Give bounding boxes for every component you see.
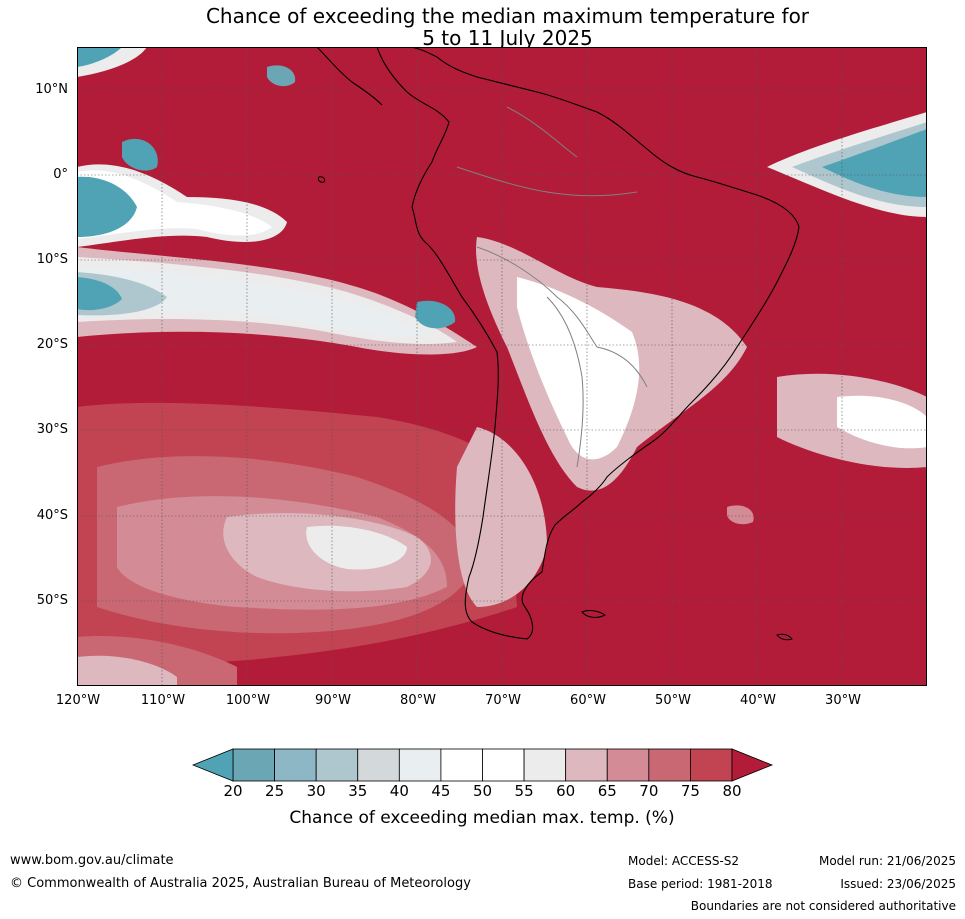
south-america-coastline (376, 47, 800, 640)
footer-model: Model: ACCESS-S2 (628, 854, 740, 868)
lat-label-30s: 30°S (36, 422, 68, 437)
lon-label-30w: 30°W (825, 693, 861, 708)
colorbar-tick-55: 55 (514, 782, 534, 800)
central-south-america-45-zone (517, 277, 640, 460)
colorbar-tick-25: 25 (265, 782, 285, 800)
lat-label-10n: 10°N (35, 82, 68, 97)
colorbar-tick-60: 60 (556, 782, 576, 800)
colorbar-tick-40: 40 (389, 782, 409, 800)
lat-label-50s: 50°S (36, 593, 68, 608)
nw-pacific-20-zone (77, 176, 137, 237)
chart-title-line-2: 5 to 11 July 2025 (422, 26, 593, 50)
footer-copyright: © Commonwealth of Australia 2025, Austra… (10, 876, 471, 891)
lat-label-40s: 40°S (36, 508, 68, 523)
forecast-map (77, 47, 927, 686)
nw-corner-20-zone (77, 47, 122, 67)
lon-label-110w: 110°W (140, 693, 186, 708)
colorbar-tick-50: 50 (472, 782, 493, 800)
lon-label-80w: 80°W (400, 693, 436, 708)
gridlines (77, 47, 927, 686)
south-pacific-55-zone (306, 525, 407, 570)
colorbar-swatch-70-75 (648, 748, 691, 782)
lat-label-10s: 10°S (36, 252, 68, 267)
colorbar-swatch-65-70 (606, 748, 650, 782)
lon-label-120w: 120°W (55, 693, 101, 708)
north-cool-blob (267, 65, 296, 87)
footer-base-period: Base period: 1981-2018 (628, 877, 773, 891)
falkland-islands (581, 610, 606, 618)
colorbar-swatch-30-35 (315, 748, 359, 782)
argentina-60-zone (455, 427, 547, 607)
colorbar-tick-30: 30 (306, 782, 326, 800)
chart-title-line-1: Chance of exceeding the median maximum t… (205, 4, 810, 28)
colorbar-tick-20: 20 (223, 782, 243, 800)
colorbar-swatch-50-55 (482, 748, 525, 782)
galapagos (317, 176, 326, 183)
colorbar-under-arrow (192, 748, 234, 782)
colorbar-swatch-40-45 (398, 748, 442, 782)
colorbar-swatch-60-65 (565, 748, 608, 782)
colorbar-swatch-75-80 (690, 748, 733, 782)
lon-label-90w: 90°W (315, 693, 351, 708)
colorbar-tick-80: 80 (722, 782, 742, 800)
lon-label-50w: 50°W (655, 693, 691, 708)
colorbar-swatch-55-60 (523, 748, 567, 782)
footer-url: www.bom.gov.au/climate (10, 853, 174, 868)
map-frame (77, 47, 927, 686)
south-tip-60-zone (77, 655, 177, 686)
footer-disclaimer: Boundaries are not considered authoritat… (690, 899, 956, 913)
pacific-cool-pocket (415, 300, 456, 329)
colorbar-tick-65: 65 (597, 782, 617, 800)
colorbar (192, 748, 774, 782)
colorbar-tick-70: 70 (639, 782, 659, 800)
colorbar-swatch-35-40 (357, 748, 400, 782)
lon-label-40w: 40°W (740, 693, 776, 708)
south-atlantic-65-blob (727, 505, 754, 525)
nw-pacific-cool-blob (122, 138, 158, 171)
central-america-coastline (316, 47, 383, 106)
footer-model-run: Model run: 21/06/2025 (818, 854, 956, 868)
lon-label-70w: 70°W (485, 693, 521, 708)
south-georgia (776, 633, 793, 641)
lon-label-100w: 100°W (225, 693, 271, 708)
south-atlantic-45-zone (837, 395, 927, 449)
lat-label-20s: 20°S (36, 337, 68, 352)
colorbar-swatch-25-30 (274, 748, 317, 782)
colorbar-swatch-20-25 (232, 748, 275, 782)
lon-label-60w: 60°W (570, 693, 606, 708)
colorbar-swatch-45-50 (440, 748, 483, 782)
colorbar-label: Chance of exceeding median max. temp. (%… (289, 808, 675, 828)
colorbar-tick-45: 45 (431, 782, 451, 800)
colorbar-over-arrow (731, 748, 774, 782)
lat-label-0: 0° (53, 167, 68, 182)
pacific-band-40-zone (77, 267, 427, 336)
colorbar-tick-75: 75 (680, 782, 700, 800)
footer-issued: Issued: 23/06/2025 (840, 877, 956, 891)
pacific-band-20-zone (77, 277, 122, 311)
atlantic-20-zone (822, 129, 927, 197)
colorbar-tick-35: 35 (348, 782, 368, 800)
country-borders (456, 106, 648, 468)
